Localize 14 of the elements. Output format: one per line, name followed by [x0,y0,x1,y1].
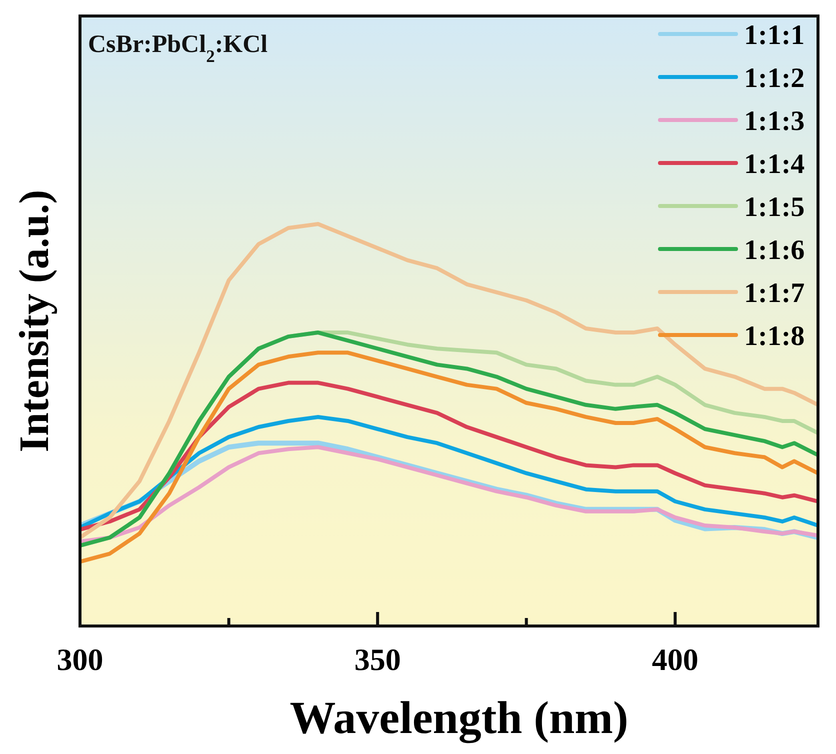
x-tick-label: 400 [652,642,698,677]
legend-label: 1:1:3 [744,106,805,137]
x-axis-title: Wavelength (nm) [290,692,628,744]
legend-label: 1:1:8 [744,321,805,352]
x-tick-label: 350 [354,642,401,677]
legend-label: 1:1:1 [744,20,805,51]
text: CsBr:PbCl$_{2}$:KCl [88,31,268,66]
legend-label: 1:1:7 [744,278,805,309]
legend-label: 1:1:6 [744,235,805,266]
y-axis-title: Intensity (a.u.) [12,190,58,452]
legend-label: 1:1:5 [744,192,805,223]
legend-label: 1:1:2 [744,63,805,94]
x-tick-label: 300 [56,642,104,677]
legend-label: 1:1:4 [744,149,805,180]
